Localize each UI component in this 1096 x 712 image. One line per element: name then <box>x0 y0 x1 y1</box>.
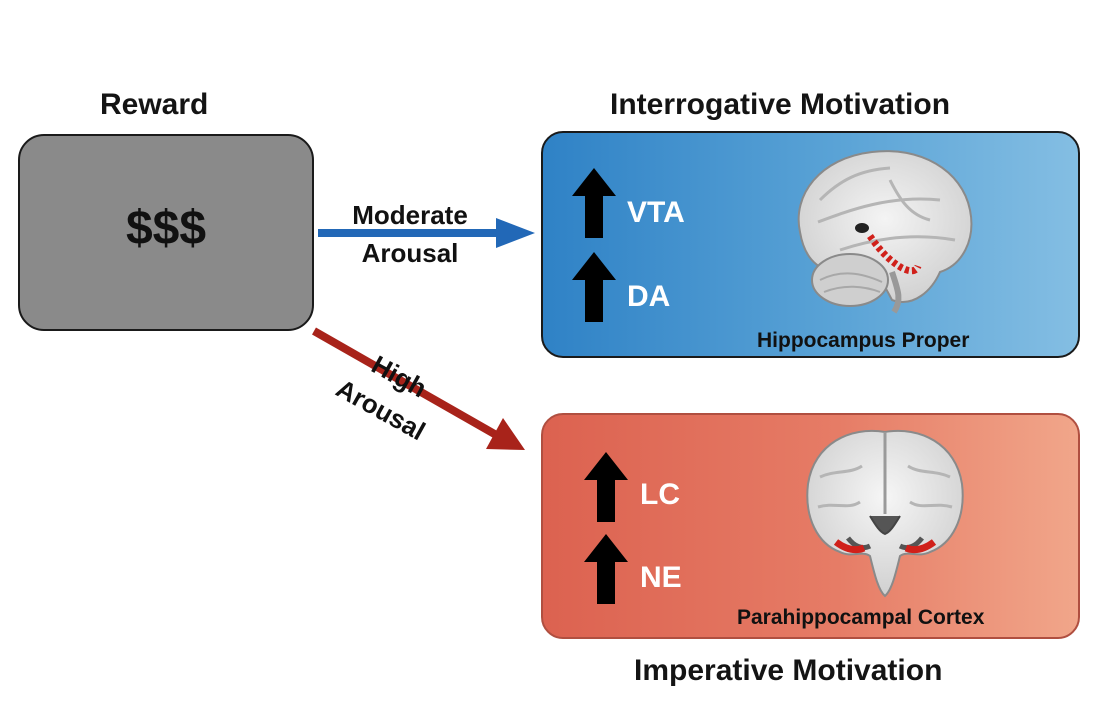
moderate-arousal-arrow <box>318 218 535 248</box>
marker-vta: VTA <box>627 196 685 229</box>
moderate-label-line1: Moderate <box>352 200 468 230</box>
brain-coronal-icon <box>806 429 964 598</box>
marker-ne: NE <box>640 561 682 594</box>
reward-box: $$$ <box>18 134 314 331</box>
imperative-motivation-title: Imperative Motivation <box>634 654 943 687</box>
up-arrow-icon <box>584 534 628 604</box>
parahippocampal-caption: Parahippocampal Cortex <box>737 606 985 629</box>
interrogative-motivation-title: Interrogative Motivation <box>610 88 951 121</box>
high-arousal-arrow <box>312 327 525 450</box>
hippocampus-caption: Hippocampus Proper <box>757 329 970 352</box>
marker-lc: LC <box>640 478 680 511</box>
up-arrow-icon <box>572 252 616 322</box>
up-arrow-icon <box>584 452 628 522</box>
brain-sagittal-icon <box>797 150 973 314</box>
reward-title: Reward <box>100 88 209 121</box>
moderate-label-line2: Arousal <box>361 238 459 268</box>
marker-da: DA <box>627 280 671 313</box>
reward-symbol: $$$ <box>125 202 207 255</box>
moderate-arousal-label: Moderate Arousal <box>330 196 490 272</box>
up-arrow-icon <box>572 168 616 238</box>
imperative-box <box>541 413 1080 639</box>
